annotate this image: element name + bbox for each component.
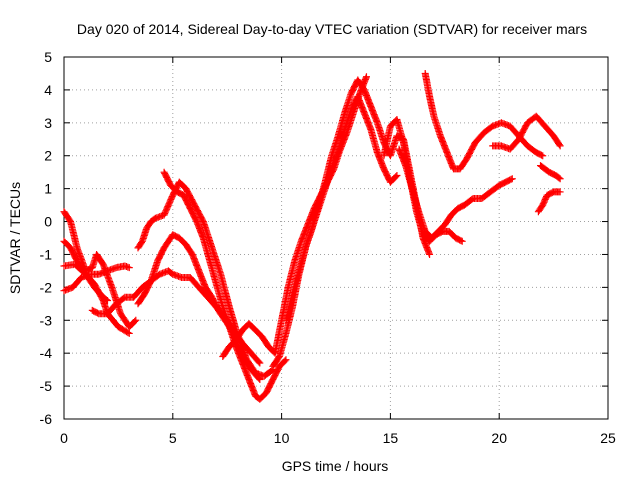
x-axis-label: GPS time / hours xyxy=(282,458,389,474)
y-tick-label: -6 xyxy=(40,411,53,427)
series-trace-h xyxy=(160,168,290,403)
data-point xyxy=(457,237,465,245)
y-tick-label: 5 xyxy=(44,49,52,65)
data-point xyxy=(392,173,400,181)
data-point xyxy=(132,316,140,324)
data-point xyxy=(556,175,564,183)
y-tick-label: 4 xyxy=(44,82,52,98)
series-trace-k xyxy=(282,76,434,324)
y-tick-label: -3 xyxy=(40,312,53,328)
data-point xyxy=(125,264,133,272)
y-tick-label: 2 xyxy=(44,148,52,164)
data-point xyxy=(256,359,264,367)
data-point xyxy=(508,175,516,183)
x-tick-label: 0 xyxy=(60,430,68,446)
y-tick-label: -2 xyxy=(40,279,53,295)
y-tick-label: -1 xyxy=(40,246,53,262)
data-point xyxy=(556,188,564,196)
data-point xyxy=(131,317,139,325)
data-point xyxy=(393,171,401,179)
data-point xyxy=(125,329,133,337)
x-tick-label: 10 xyxy=(274,430,290,446)
y-tick-label: -4 xyxy=(40,345,53,361)
data-point xyxy=(539,152,547,160)
chart-title: Day 020 of 2014, Sidereal Day-to-day VTE… xyxy=(77,21,587,37)
data-point xyxy=(555,174,563,182)
data-point xyxy=(458,237,466,245)
y-axis: 5 4 3 2 1 0 -1 -2 -3 -4 -5 -6 xyxy=(40,49,608,427)
data-point xyxy=(255,358,263,366)
data-point xyxy=(281,357,289,365)
data-point xyxy=(282,356,290,364)
data-point xyxy=(362,73,370,81)
series-trace-q xyxy=(534,188,564,216)
data-point xyxy=(537,151,545,159)
x-tick-label: 20 xyxy=(491,430,507,446)
data-point xyxy=(556,142,564,150)
data-points xyxy=(60,70,564,403)
x-tick-label: 15 xyxy=(383,430,399,446)
data-point xyxy=(555,141,563,149)
y-tick-label: 3 xyxy=(44,115,52,131)
series-trace-m xyxy=(395,145,516,242)
x-axis: 0 5 10 15 20 25 xyxy=(60,57,616,446)
y-tick-label: 0 xyxy=(44,214,52,230)
data-point xyxy=(124,329,132,337)
series-trace-p xyxy=(537,162,564,183)
x-tick-label: 25 xyxy=(600,430,616,446)
grid xyxy=(64,57,608,419)
series-trace-d xyxy=(60,260,133,337)
series-trace-n xyxy=(421,70,547,173)
data-point xyxy=(426,250,434,258)
x-tick-label: 5 xyxy=(169,430,177,446)
y-axis-label: SDTVAR / TECUs xyxy=(7,182,23,294)
series-trace-i xyxy=(219,73,370,360)
series-trace-o xyxy=(489,112,564,153)
y-tick-label: -5 xyxy=(40,378,53,394)
data-point xyxy=(507,175,515,183)
y-tick-label: 1 xyxy=(44,181,52,197)
